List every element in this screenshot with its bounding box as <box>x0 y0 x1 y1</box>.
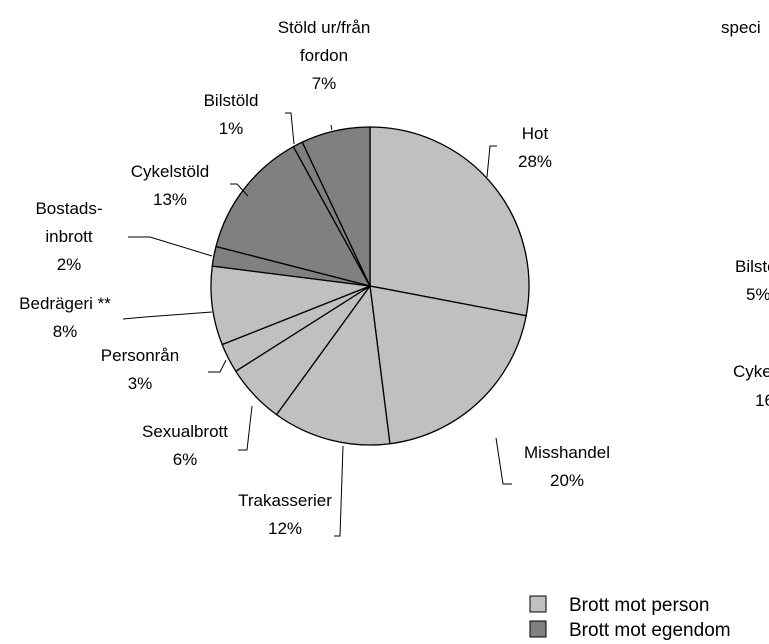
legend-swatch-property <box>529 620 547 638</box>
pie-slices <box>210 126 530 446</box>
slice-label-5: Bedrägeri ** 8% <box>19 294 111 341</box>
pie-slice-9 <box>301 126 371 287</box>
slice-label-0: Hot 28% <box>518 124 552 171</box>
cut-text-top: speci <box>721 18 761 37</box>
cut-value-1: 5% <box>746 285 769 304</box>
legend-label-property: Brott mot egendom <box>569 620 731 641</box>
slice-label-9: Stöld ur/från fordon 7% <box>278 18 371 93</box>
slice-labels: Hot 28% Misshandel 20% Trakasserier 12%Sexual… <box>19 18 610 538</box>
label-leaders <box>122 112 512 537</box>
pie-slice-1 <box>369 285 527 445</box>
leader-line-1 <box>495 437 512 485</box>
leader-line-4 <box>208 359 227 373</box>
legend-label-person: Brott mot person <box>569 595 709 616</box>
leader-line-3 <box>238 405 253 451</box>
slice-label-7: Cykelstöld 13% <box>131 162 209 209</box>
pie-slice-2 <box>275 284 391 446</box>
legend: Brott mot person Brott mot egendom <box>529 595 731 641</box>
slice-label-4: Personrån 3% <box>101 346 179 393</box>
leader-line-5 <box>122 311 213 320</box>
cut-label-2: Cyke <box>733 362 769 381</box>
cut-label-1: Bilsto <box>735 257 769 276</box>
leader-line-0 <box>486 145 497 178</box>
legend-swatch-person <box>529 595 547 613</box>
leader-line-2 <box>334 445 344 537</box>
leader-line-9 <box>330 124 333 131</box>
pie-slice-7 <box>215 145 372 288</box>
leader-line-6 <box>128 236 213 257</box>
slice-label-8: Bilstöld 1% <box>204 91 259 138</box>
leader-line-8 <box>285 112 295 145</box>
cut-value-2: 16 <box>755 391 769 410</box>
slice-label-2: Trakasserier 12% <box>238 491 332 538</box>
pie-slice-0 <box>369 126 530 317</box>
slice-label-3: Sexualbrott 6% <box>142 422 228 469</box>
adjacent-chart-fragments: speci Bilsto 5% Cyke 16 <box>721 18 769 410</box>
slice-label-6: Bostads-inbrott 2% <box>35 199 102 274</box>
slice-label-1: Misshandel 20% <box>524 443 610 490</box>
leader-line-7 <box>230 183 249 197</box>
